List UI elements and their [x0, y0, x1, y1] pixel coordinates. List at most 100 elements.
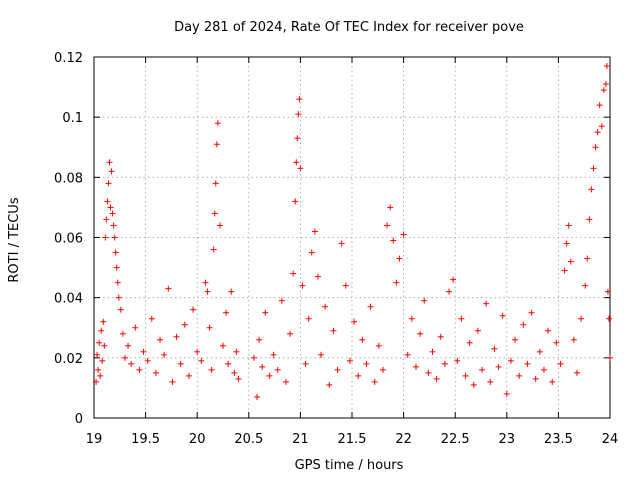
data-point	[384, 222, 391, 229]
data-point	[540, 366, 547, 373]
y-tick-label: 0.12	[54, 51, 83, 66]
data-point	[404, 351, 411, 358]
x-tick-label: 22.5	[441, 432, 470, 447]
data-point	[161, 351, 168, 358]
data-point	[262, 309, 269, 316]
data-point	[479, 366, 486, 373]
data-point	[429, 348, 436, 355]
data-points	[93, 63, 613, 400]
grid-layer	[94, 57, 610, 418]
x-tick-label: 24	[602, 432, 619, 447]
x-tick-label: 23.5	[544, 432, 573, 447]
data-point	[390, 237, 397, 244]
data-point	[190, 306, 197, 313]
data-point	[607, 354, 613, 361]
data-point	[290, 270, 297, 277]
data-point	[311, 228, 318, 235]
data-point	[97, 372, 104, 379]
data-point	[185, 372, 192, 379]
x-tick-label: 20.5	[234, 432, 263, 447]
data-point	[100, 318, 107, 325]
data-point	[302, 360, 309, 367]
data-point	[231, 369, 238, 376]
data-point	[228, 288, 235, 295]
data-point	[363, 360, 370, 367]
data-point	[318, 351, 325, 358]
data-point	[95, 366, 102, 373]
data-point	[144, 357, 151, 364]
data-point	[308, 249, 315, 256]
data-point	[582, 282, 589, 289]
data-point	[266, 372, 273, 379]
data-point	[106, 159, 113, 166]
data-point	[293, 159, 300, 166]
data-point	[194, 348, 201, 355]
data-point	[578, 315, 585, 322]
x-tick-label: 23	[499, 432, 516, 447]
data-point	[371, 378, 378, 385]
data-point	[588, 186, 595, 193]
data-point	[351, 318, 358, 325]
data-point	[536, 348, 543, 355]
data-point	[400, 231, 407, 238]
data-point	[584, 255, 591, 262]
data-point	[557, 360, 564, 367]
data-point	[355, 372, 362, 379]
data-point	[148, 315, 155, 322]
data-point	[274, 366, 281, 373]
chart-title: Day 281 of 2024, Rate Of TEC Index for r…	[174, 20, 524, 35]
data-point	[278, 297, 285, 304]
data-point	[132, 324, 139, 331]
data-point	[507, 357, 514, 364]
x-tick-label: 21.5	[338, 432, 367, 447]
data-point	[208, 366, 215, 373]
data-point	[495, 363, 502, 370]
data-point	[99, 357, 106, 364]
data-point	[454, 357, 461, 364]
data-point	[216, 222, 223, 229]
x-tick-label: 19.5	[131, 432, 160, 447]
data-point	[294, 135, 301, 142]
data-point	[567, 258, 574, 265]
data-point	[598, 123, 605, 130]
data-point	[379, 366, 386, 373]
y-tick-label: 0.04	[54, 292, 83, 307]
data-point	[458, 315, 465, 322]
y-tick-label: 0.06	[54, 232, 83, 247]
y-tick-label: 0.02	[54, 352, 83, 367]
data-point	[109, 210, 116, 217]
data-point	[524, 360, 531, 367]
data-point	[570, 336, 577, 343]
data-point	[450, 276, 457, 283]
data-point	[259, 363, 266, 370]
data-point	[466, 339, 473, 346]
data-point	[115, 294, 122, 301]
data-point	[512, 336, 519, 343]
data-point	[152, 369, 159, 376]
data-point	[270, 351, 277, 358]
x-tick-label: 20	[189, 432, 206, 447]
data-point	[119, 330, 126, 337]
data-point	[96, 339, 103, 346]
data-point	[375, 342, 382, 349]
data-point	[105, 180, 112, 187]
data-point	[202, 279, 209, 286]
data-point	[235, 375, 242, 382]
data-point	[181, 321, 188, 328]
data-point	[198, 357, 205, 364]
data-point	[387, 204, 394, 211]
data-point	[107, 204, 114, 211]
data-point	[503, 390, 510, 397]
data-point	[220, 342, 226, 349]
data-point	[412, 363, 419, 370]
data-point	[214, 120, 221, 127]
data-point	[565, 222, 572, 229]
data-point	[603, 63, 610, 70]
y-tick-label: 0.1	[62, 111, 83, 126]
data-point	[250, 354, 257, 361]
data-point	[462, 372, 469, 379]
data-point	[223, 309, 230, 316]
data-point	[330, 327, 337, 334]
data-point	[117, 306, 124, 313]
